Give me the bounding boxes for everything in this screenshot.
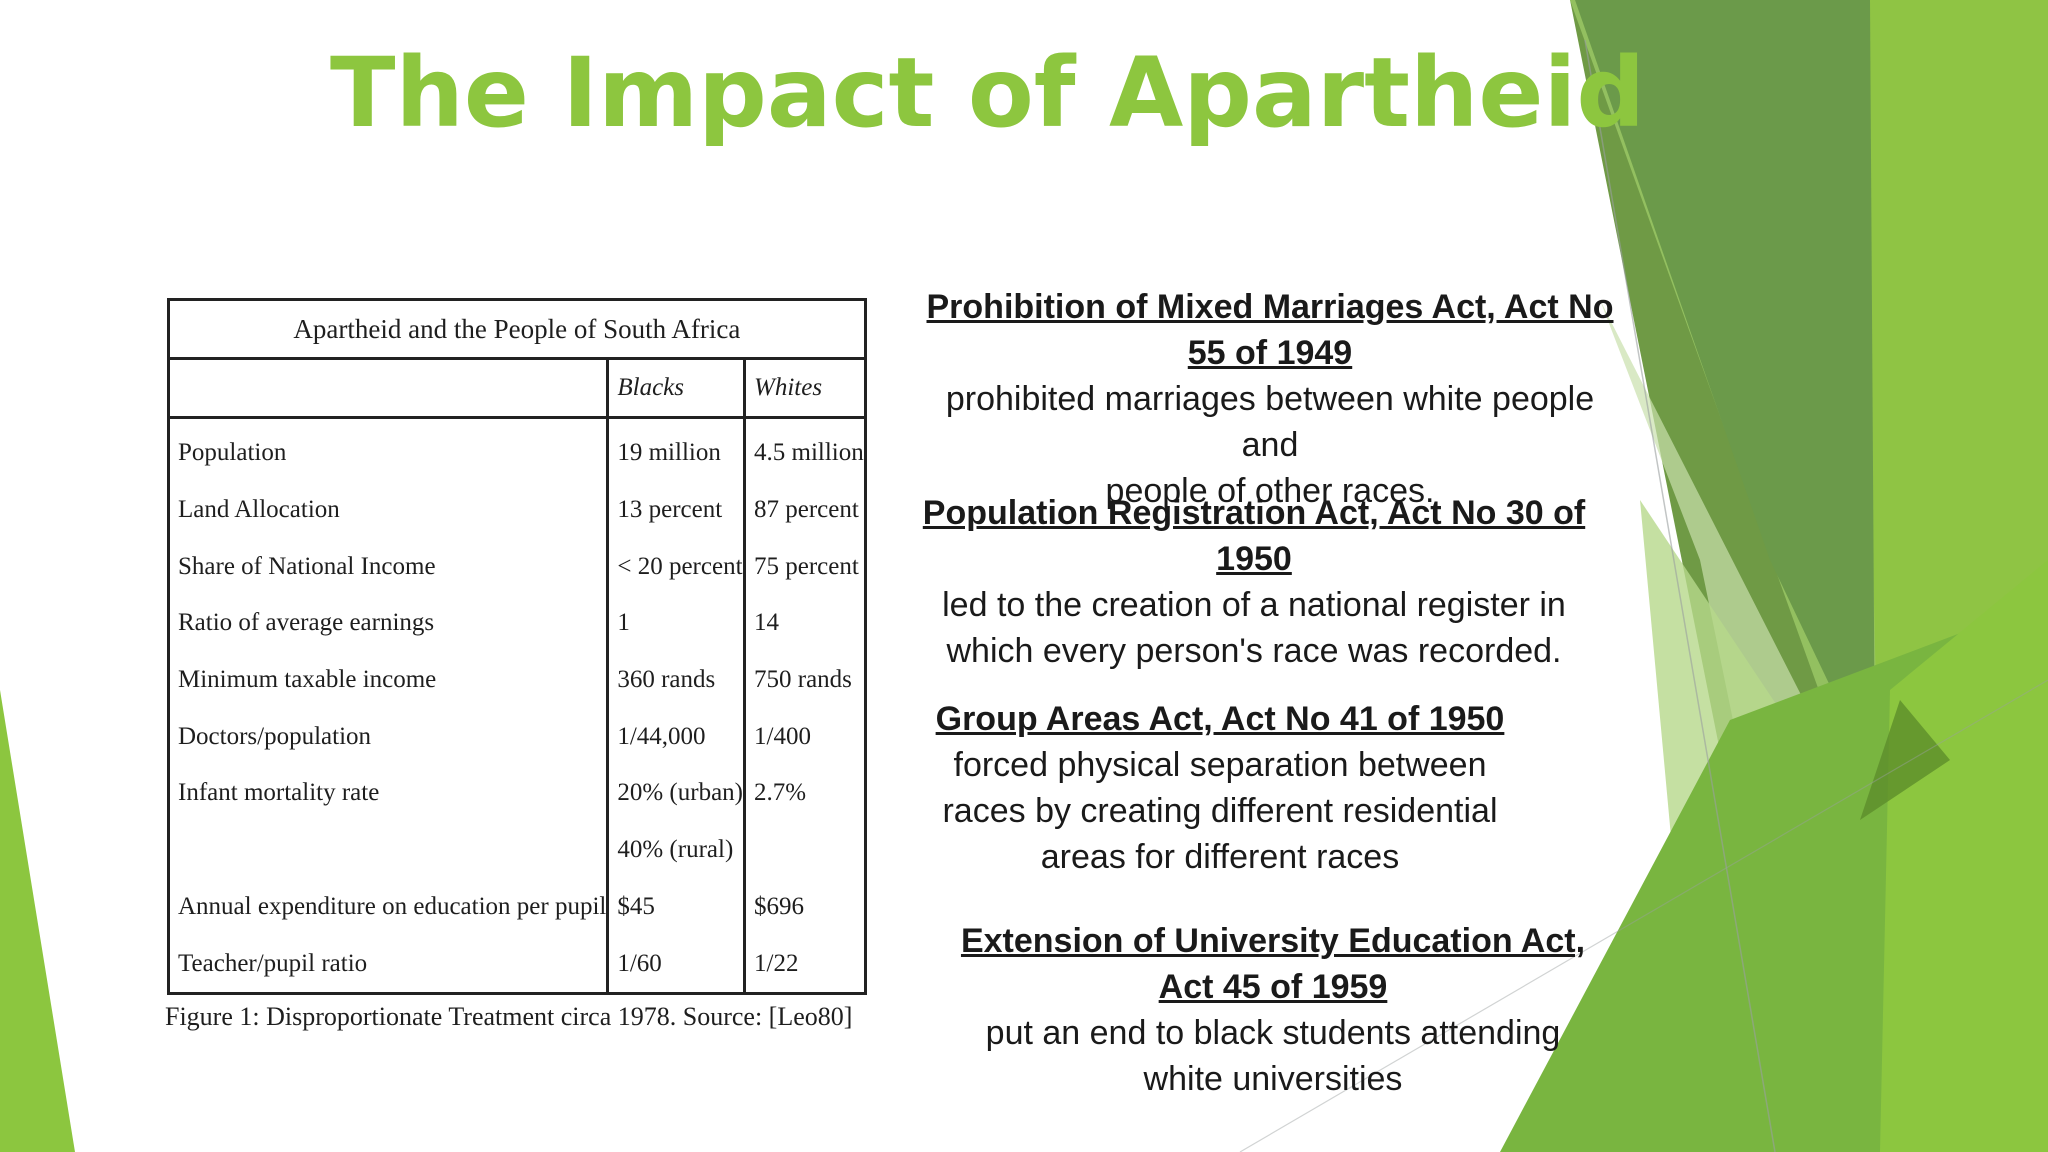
row-label: Minimum taxable income [178,666,437,694]
row-label: Annual expenditure on education per pupi… [178,892,607,920]
blacks-value: 1/44,000 [606,708,745,766]
whites-value: 4.5 million [743,417,866,482]
table-row: 40% (rural) [169,821,866,879]
table-row: Annual expenditure on education per pupi… [169,878,866,936]
act-group-areas: Group Areas Act, Act No 41 of 1950 force… [870,696,1570,880]
whites-value: 75 percent [743,538,866,596]
table-row: Population 19 million 4.5 million [169,417,866,482]
row-label: Doctors/population [178,722,372,750]
act-title: Prohibition of Mixed Marriages Act, Act … [926,288,1614,326]
act-title: Extension of University Education Act, [960,922,1586,960]
blacks-value: < 20 percent [606,538,745,596]
blacks-value: 1/60 [606,935,745,994]
act-description: which every person's race was recorded. [946,632,1562,670]
act-title: 55 of 1949 [1187,334,1353,372]
act-title: Group Areas Act, Act No 41 of 1950 [935,700,1505,738]
blacks-value: 40% (rural) [606,821,745,879]
table-row: Teacher/pupil ratio 1/60 1/22 [169,935,866,994]
blacks-value: 13 percent [606,481,745,539]
act-description: prohibited marriages between white peopl… [945,380,1595,464]
act-description: white universities [1143,1060,1403,1098]
row-label: Population [178,439,287,467]
act-description: races by creating different residential [942,792,1498,830]
whites-value: 1/400 [743,708,866,766]
row-label: Infant mortality rate [178,779,380,807]
row-label: Ratio of average earnings [178,609,435,637]
column-header-blacks: Blacks [606,358,745,419]
act-title: Population Registration Act, Act No 30 o… [922,494,1586,532]
act-description: people of other races. [1105,472,1435,510]
blacks-value: 20% (urban) [606,765,745,822]
row-label: Land Allocation [178,496,340,524]
table-row: Ratio of average earnings 1 14 [169,595,866,652]
act-university-education: Extension of University Education Act, A… [923,918,1623,1102]
whites-value: 1/22 [743,935,866,994]
row-label: Teacher/pupil ratio [178,949,368,977]
whites-value: 2.7% [743,765,866,822]
row-label [169,822,608,879]
table-header-row: Blacks Whites [168,358,866,419]
act-population-registration: Population Registration Act, Act No 30 o… [904,490,1604,674]
column-header-label [168,358,608,419]
act-title: Act 45 of 1959 [1158,968,1388,1006]
slide-title: The Impact of Apartheid [330,37,1646,149]
act-mixed-marriages: Prohibition of Mixed Marriages Act, Act … [920,284,1620,514]
apartheid-statistics-figure: Apartheid and the People of South Africa… [165,296,867,1056]
whites-value [743,821,866,879]
table-row: Share of National Income < 20 percent 75… [169,538,866,596]
act-description: led to the creation of a national regist… [942,586,1566,624]
act-description: forced physical separation between [953,746,1487,784]
whites-value: 87 percent [743,481,866,539]
apartheid-statistics-table: Apartheid and the People of South Africa… [167,298,867,995]
whites-value: $696 [743,878,866,936]
whites-value: 750 rands [743,651,866,709]
table-row: Minimum taxable income 360 rands 750 ran… [169,651,866,709]
whites-value: 14 [743,595,866,652]
table-row: Doctors/population 1/44,000 1/400 [169,708,866,766]
table-row: Infant mortality rate 20% (urban) 2.7% [169,765,866,822]
blacks-value: 360 rands [606,651,745,709]
table-caption: Apartheid and the People of South Africa [168,299,866,360]
blacks-value: 19 million [606,417,745,482]
blacks-value: $45 [606,878,745,936]
blacks-value: 1 [606,595,745,652]
column-header-whites: Whites [743,358,866,419]
act-description: areas for different races [1040,838,1400,876]
row-label: Share of National Income [178,552,436,580]
act-description: put an end to black students attending [985,1014,1561,1052]
act-title: 1950 [1216,540,1292,578]
figure-caption: Figure 1: Disproportionate Treatment cir… [165,1002,853,1031]
table-row: Land Allocation 13 percent 87 percent [169,481,866,539]
